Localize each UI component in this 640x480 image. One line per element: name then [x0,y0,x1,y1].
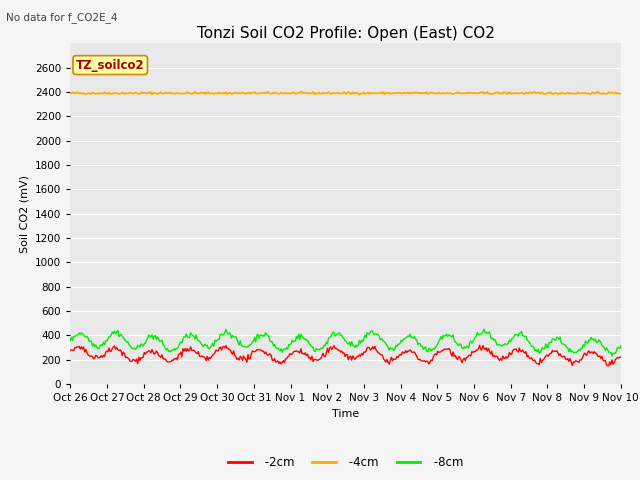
X-axis label: Time: Time [332,408,359,419]
Text: TZ_soilco2: TZ_soilco2 [76,59,145,72]
Text: No data for f_CO2E_4: No data for f_CO2E_4 [6,12,118,23]
Title: Tonzi Soil CO2 Profile: Open (East) CO2: Tonzi Soil CO2 Profile: Open (East) CO2 [196,25,495,41]
Y-axis label: Soil CO2 (mV): Soil CO2 (mV) [20,175,29,252]
Legend:  -2cm,  -4cm,  -8cm: -2cm, -4cm, -8cm [223,451,468,474]
